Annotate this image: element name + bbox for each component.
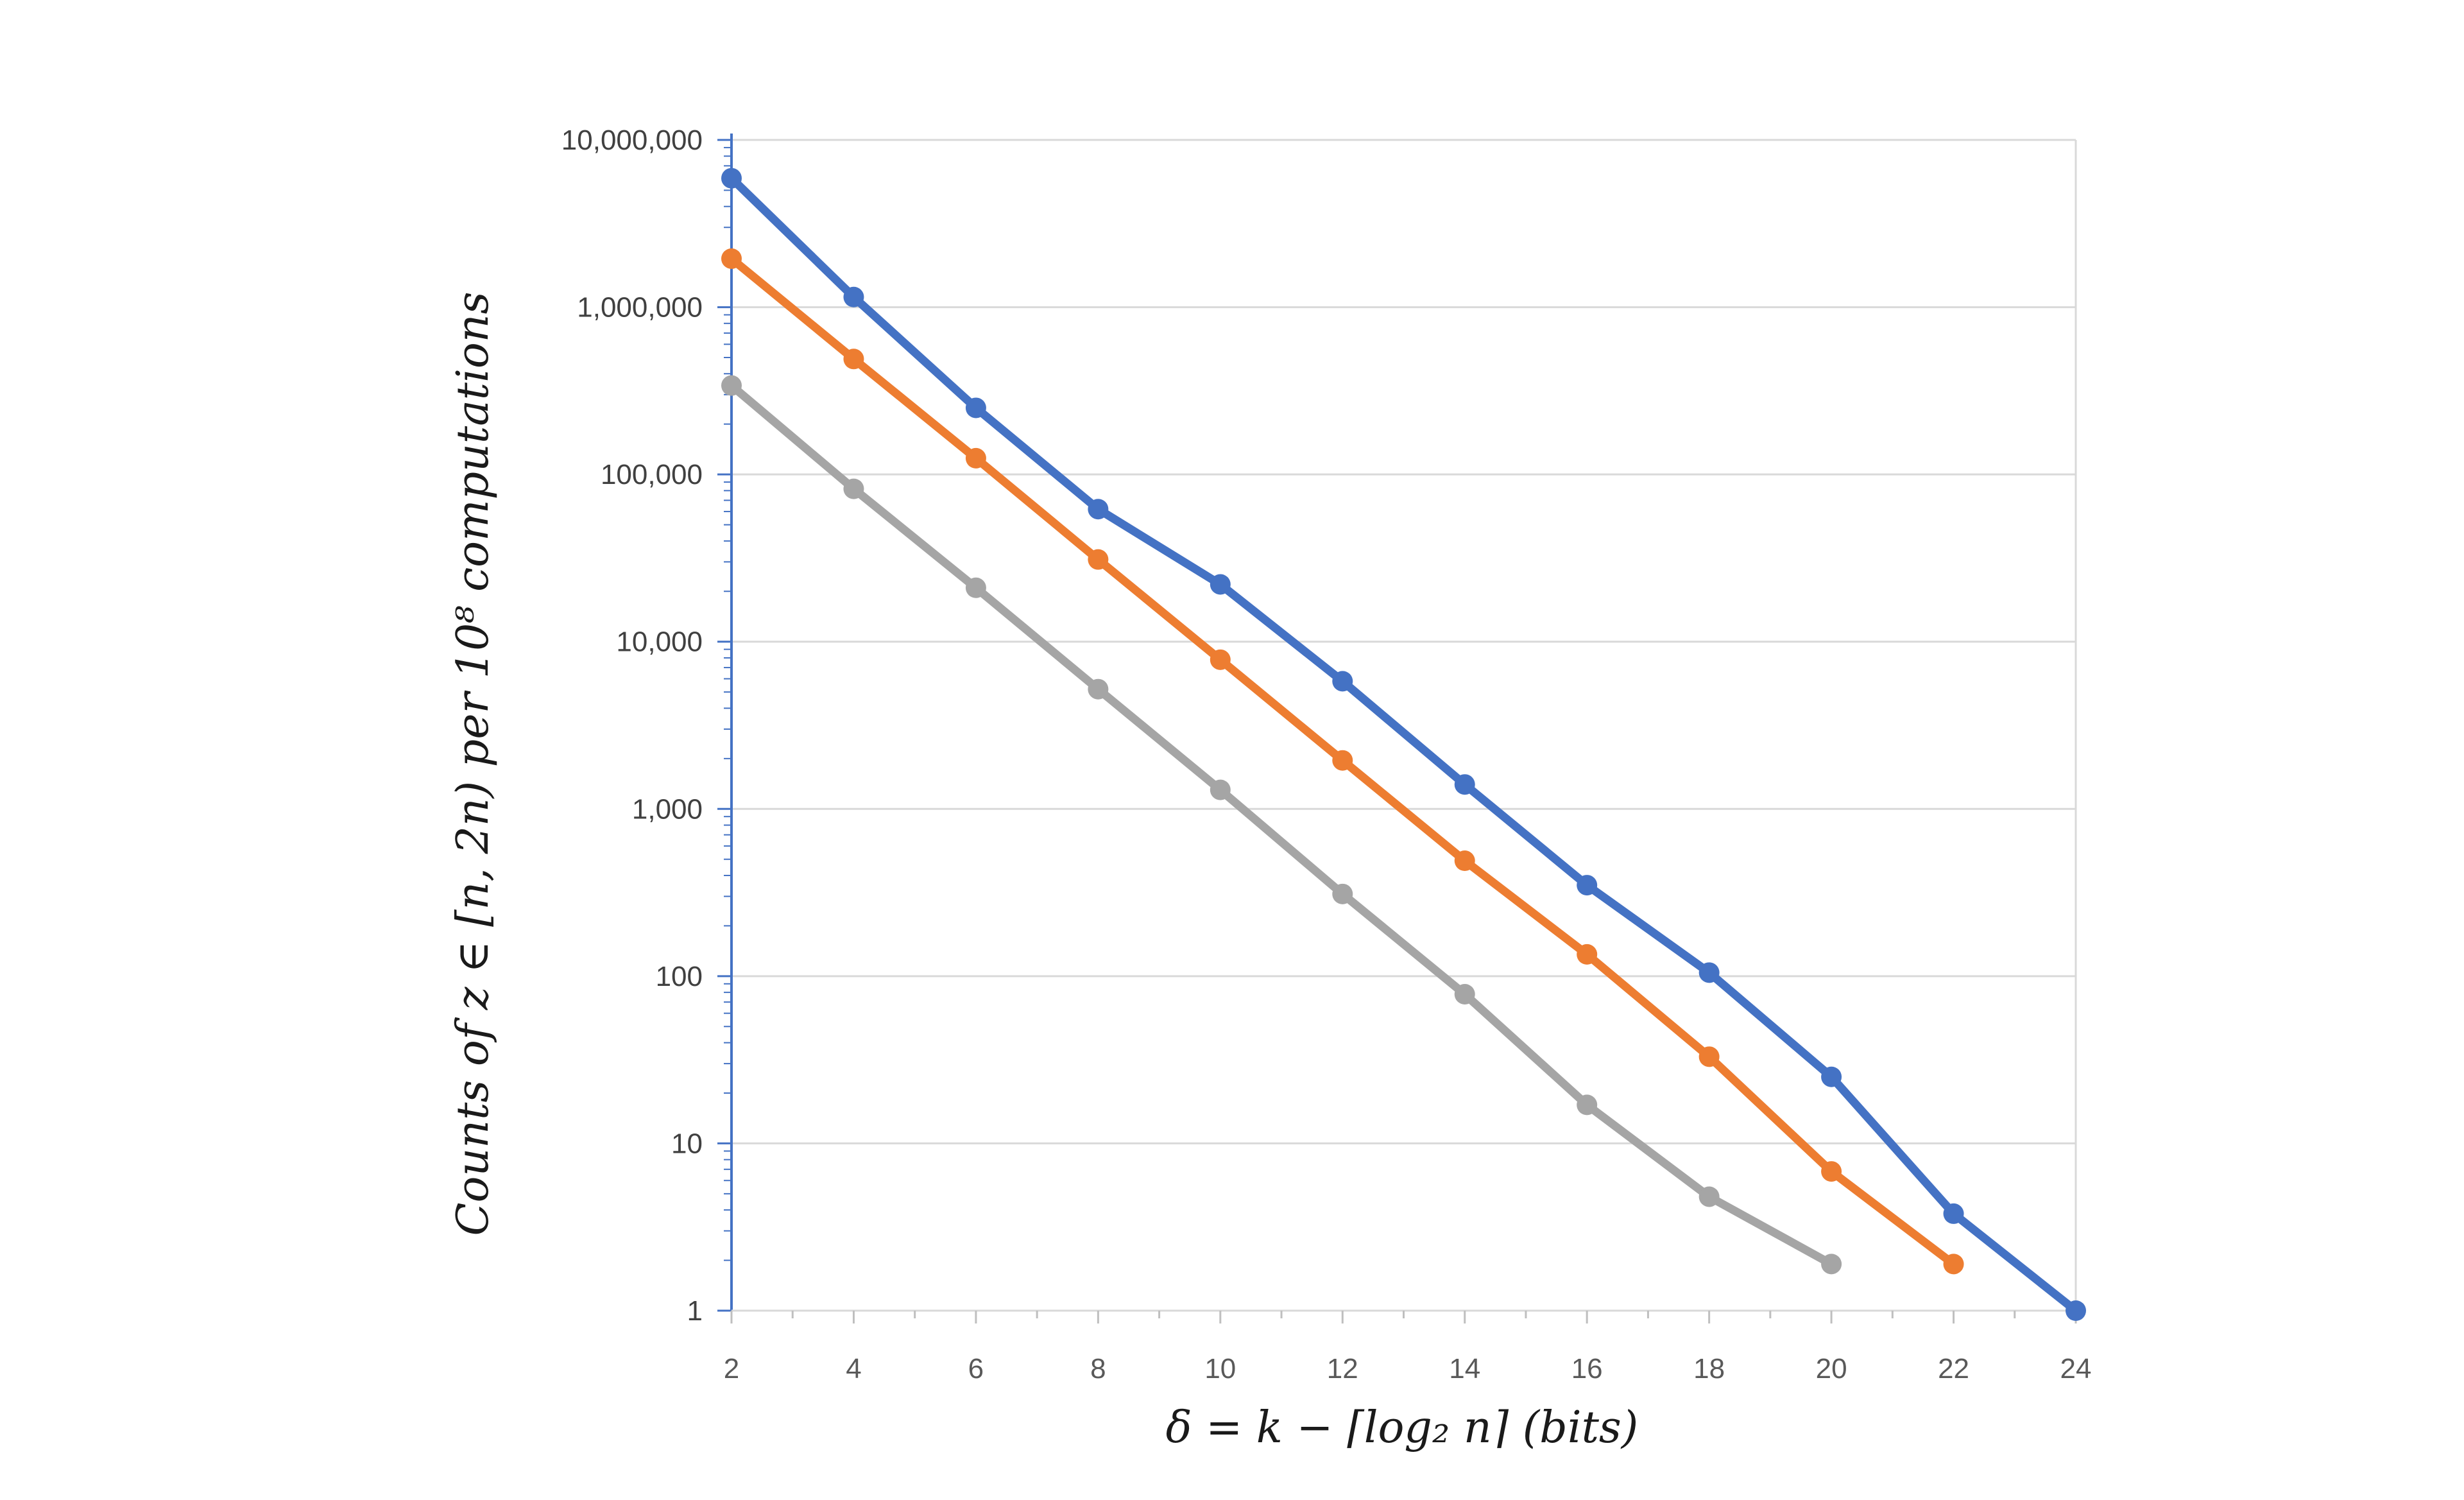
- series-2-point: [721, 248, 742, 269]
- series-2-point: [965, 447, 986, 469]
- y-tick-label: 10,000,000: [561, 125, 703, 156]
- x-tick-labels: 2 4 6 8 10 12 14 16 18 20 22 24: [724, 1353, 2092, 1384]
- y-tick-label: 100: [656, 961, 703, 992]
- series-3: [721, 375, 1842, 1275]
- series-3-point: [843, 478, 864, 499]
- y-tick-label: 10: [671, 1128, 703, 1159]
- axes: [717, 134, 2077, 1323]
- y-tick-label: 1,000,000: [577, 292, 703, 323]
- series-1-point: [843, 286, 864, 307]
- series-1-point: [1332, 671, 1353, 692]
- series-2-point: [1698, 1046, 1720, 1067]
- series-1-point: [2066, 1300, 2086, 1321]
- series-1-point: [721, 168, 742, 189]
- x-axis-title: δ = k − ⌈log₂ n⌉ (bits): [1166, 1402, 1639, 1453]
- series-1-point: [1454, 774, 1475, 795]
- series-2: [721, 248, 1964, 1275]
- y-tick-label: 100,000: [601, 459, 703, 490]
- y-tick-labels: 1 10 100 1,000 10,000 100,000 1,000,000 10,000,…: [561, 125, 703, 1327]
- x-tick-label: 10: [1204, 1353, 1236, 1384]
- y-tick-label: 1,000: [632, 793, 703, 825]
- series-1: [721, 168, 2086, 1321]
- series-2-point: [1332, 750, 1353, 771]
- series-2-point: [1454, 850, 1475, 872]
- series-3-point: [1088, 678, 1109, 700]
- series-2-point: [1088, 549, 1109, 570]
- series-1-point: [1210, 574, 1231, 595]
- series-2-point: [1577, 944, 1598, 965]
- x-tick-label: 8: [1090, 1353, 1106, 1384]
- x-tick-label: 12: [1327, 1353, 1358, 1384]
- series-1-line: [727, 174, 2080, 1315]
- x-tick-label: 20: [1816, 1353, 1847, 1384]
- series-3-point: [721, 375, 742, 396]
- series-2-point: [1821, 1161, 1842, 1182]
- series-2-point: [843, 349, 864, 370]
- x-tick-label: 2: [724, 1353, 739, 1384]
- x-tick-label: 6: [968, 1353, 984, 1384]
- series-3-point: [1210, 779, 1231, 800]
- x-tick-label: 22: [1938, 1353, 1969, 1384]
- series-3-line: [727, 381, 1836, 1268]
- series-3-point: [1577, 1094, 1598, 1116]
- x-tick-label: 14: [1449, 1353, 1480, 1384]
- x-tick-label: 24: [2060, 1353, 2092, 1384]
- series-3-point: [1332, 883, 1353, 904]
- x-tick-label: 4: [846, 1353, 861, 1384]
- y-tick-label: 1: [687, 1295, 703, 1327]
- y-axis-title: Counts of z ∈ [n, 2n) per 10⁸ computatio…: [448, 292, 499, 1236]
- y-tick-label: 10,000: [616, 626, 703, 658]
- series-3-point: [1454, 983, 1475, 1004]
- series-3-point: [1821, 1254, 1842, 1275]
- series-3-point: [1698, 1186, 1720, 1207]
- series-1-point: [1943, 1203, 1964, 1224]
- x-tick-label: 18: [1693, 1353, 1725, 1384]
- series-1-point: [965, 397, 986, 418]
- series-3-point: [965, 577, 986, 598]
- series-2-point: [1943, 1254, 1964, 1275]
- series-1-point: [1088, 499, 1109, 520]
- series-1-point: [1821, 1066, 1842, 1087]
- x-tick-label: 16: [1571, 1353, 1603, 1384]
- series-1-point: [1577, 875, 1598, 896]
- series-2-point: [1210, 649, 1231, 670]
- series-1-point: [1698, 962, 1720, 983]
- series-group: [721, 168, 2086, 1321]
